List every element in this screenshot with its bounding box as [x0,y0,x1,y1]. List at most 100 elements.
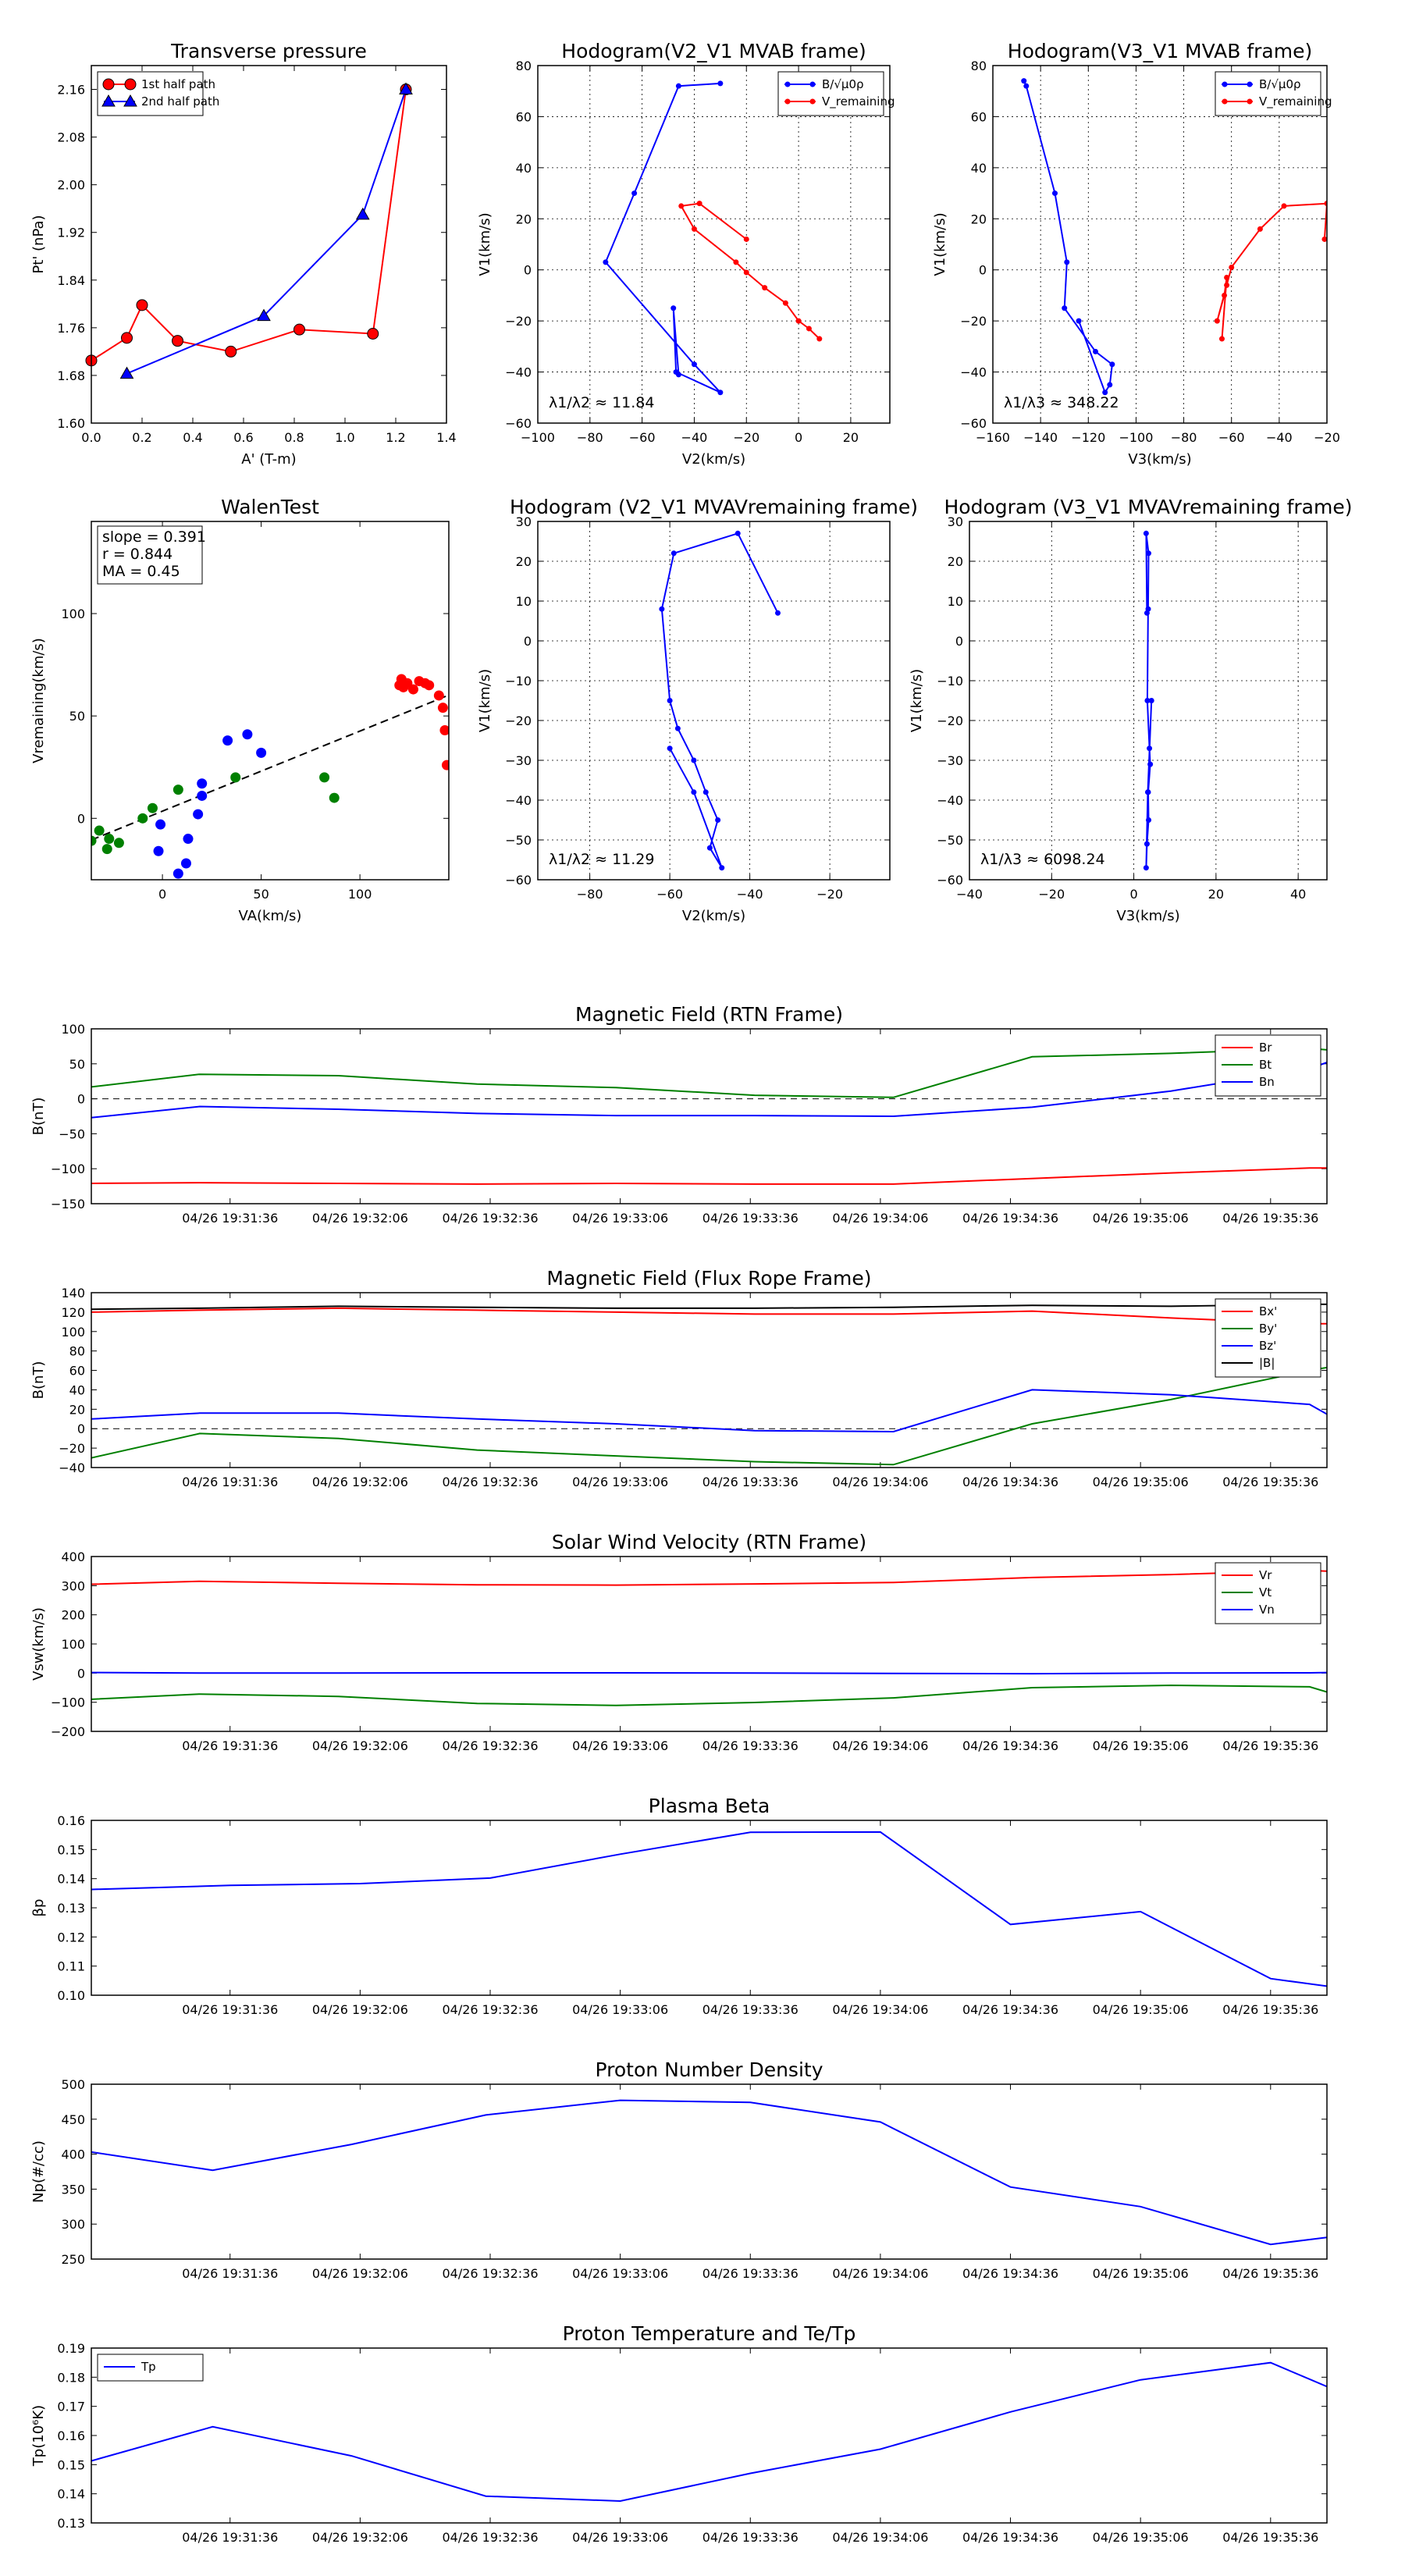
tp-ytick-label: 1.60 [57,416,85,431]
beta-xtick-label: 04/26 19:33:36 [702,2002,799,2017]
sw_vel-xtick-label: 04/26 19:35:06 [1093,1738,1189,1753]
tp-legend-item: 1st half path [102,77,215,91]
h3-series-line [660,532,779,869]
h4-ytick-label: −50 [937,833,963,848]
h3-xtick-label: −20 [816,887,843,902]
tp-ytick-label: 2.08 [57,130,85,145]
tp-point [257,308,271,322]
h2-xtick-label: −40 [1266,430,1293,445]
sw_vel-xtick-label: 04/26 19:35:36 [1222,1738,1318,1753]
mag_fr-ytick-label: 140 [61,1286,85,1300]
h3-point [691,757,697,763]
beta-ytick-label: 0.16 [57,1813,85,1828]
h1-ytick-label: 0 [524,263,532,278]
h4-point [1147,745,1153,752]
h2-ytick-label: 60 [971,109,987,124]
h2-xtick-label: −140 [1023,430,1058,445]
sw_vel-legend-label: Vr [1259,1568,1272,1582]
tp_temp-xtick-label: 04/26 19:32:36 [442,2530,538,2545]
beta-title: Plasma Beta [649,1795,770,1817]
mag_fr-legend-item: |B| [1222,1356,1275,1370]
h2-legend: B/√μ0ρ V_remaining [1215,71,1332,116]
walen-point [104,834,115,845]
walen-point [242,729,253,740]
h1-annotation: λ1/λ2 ≈ 11.84 [549,394,654,411]
h4-ytick-label: 10 [948,594,963,609]
h2-legend-box [1215,71,1321,116]
mag_fr-ylabel: B(nT) [30,1361,47,1400]
mag_rtn-xtick-label: 04/26 19:32:06 [312,1211,408,1226]
walen-point [113,838,124,849]
np-series-line [91,2099,1327,2246]
h4-ytick-label: −20 [937,713,963,728]
h4-ytick-label: −60 [937,873,963,888]
h2-chart: −160 −140 −120 −100 −80 −60 −40 −20 −60 −40 −20 0 20… [932,40,1340,468]
mag_fr-xtick-label: 04/26 19:33:36 [702,1475,799,1489]
beta-ytick-label: 0.14 [57,1872,85,1887]
mag_rtn-ytick-label: −50 [59,1126,85,1141]
mag_fr-ytick-label: 40 [69,1382,85,1397]
h1-legend-label: V_remaining [822,94,895,109]
tp-point [367,328,379,340]
tp_temp-xtick-label: 04/26 19:33:06 [572,2530,668,2545]
mag_rtn-legend: Br Bt Bn [1215,1034,1321,1097]
mag_fr-legend-item: Bz' [1222,1339,1276,1353]
tp_temp-xtick-label: 04/26 19:35:36 [1222,2530,1318,2545]
h2-legend-label: V_remaining [1259,94,1332,109]
h1-xtick-label: −80 [577,430,603,445]
h3-point [691,789,697,795]
walen-stat: slope = 0.391 [102,528,206,546]
sw_vel-series-line [91,1671,1327,1675]
h2-ylabel: V1(km/s) [932,212,948,276]
np-xtick-label: 04/26 19:32:36 [442,2266,538,2281]
sw_vel-legend-item: Vr [1222,1568,1272,1582]
sw_vel-series-line [91,1569,1327,1586]
walen-point [91,835,97,846]
mag_fr-frame [91,1292,1328,1468]
h1-ytick-label: −20 [505,314,532,329]
h4-chart: −40 −20 0 20 40 −60 −50 −40 −30 −20 −10 0 10 20 30Hodo… [909,496,1353,924]
h3-ytick-label: −30 [505,753,532,768]
walen-point [183,834,194,845]
h2-legend-marker [1222,98,1228,105]
mag_rtn-ytick-label: 50 [69,1057,85,1072]
h3-point [667,698,673,703]
walen-point [439,725,449,736]
beta-xtick-label: 04/26 19:35:06 [1093,2002,1189,2017]
mag_rtn-series-line [91,1167,1327,1185]
h1-point [675,83,681,89]
sw_vel-title: Solar Wind Velocity (RTN Frame) [552,1531,866,1553]
mag_fr-legend-item: By' [1222,1322,1277,1336]
h1-xtick-label: −20 [733,430,759,445]
h1-legend-box [777,71,884,116]
h4-xlabel: V3(km/s) [1116,908,1179,924]
beta-xtick-label: 04/26 19:34:36 [962,2002,1058,2017]
walen-point [319,772,330,783]
mag_rtn-xtick-label: 04/26 19:34:36 [962,1211,1058,1226]
walen-point [180,858,191,869]
h3-ylabel: V1(km/s) [477,669,493,732]
mag_fr-xtick-label: 04/26 19:32:36 [442,1475,538,1489]
tp-legend-item: 2nd half path [101,94,219,109]
mag_rtn-xtick-label: 04/26 19:35:36 [1222,1211,1318,1226]
h1-point [678,203,685,209]
tp-point [225,345,237,358]
tp-ytick-label: 1.92 [57,226,85,240]
h2-xtick-label: −160 [976,430,1010,445]
h1-point [816,336,823,342]
walen-xtick-label: 100 [348,887,372,902]
mag_rtn-xtick-label: 04/26 19:33:36 [702,1211,799,1226]
h2-ytick-label: −60 [960,416,987,431]
beta-chart: 04/26 19:31:36 04/26 19:32:06 04/26 19:32:… [30,1795,1328,2017]
h1-legend-marker [784,81,791,87]
tp-ytick-label: 2.00 [57,178,85,193]
walen-point [147,802,158,813]
h4-ytick-label: −30 [937,753,963,768]
h2-point [1062,305,1068,311]
h4-ylabel: V1(km/s) [909,669,925,732]
np-ytick-label: 500 [61,2077,85,2092]
tp-xtick-label: 0.4 [183,430,202,445]
np-chart: 04/26 19:31:36 04/26 19:32:06 04/26 19:32:… [30,2058,1328,2281]
